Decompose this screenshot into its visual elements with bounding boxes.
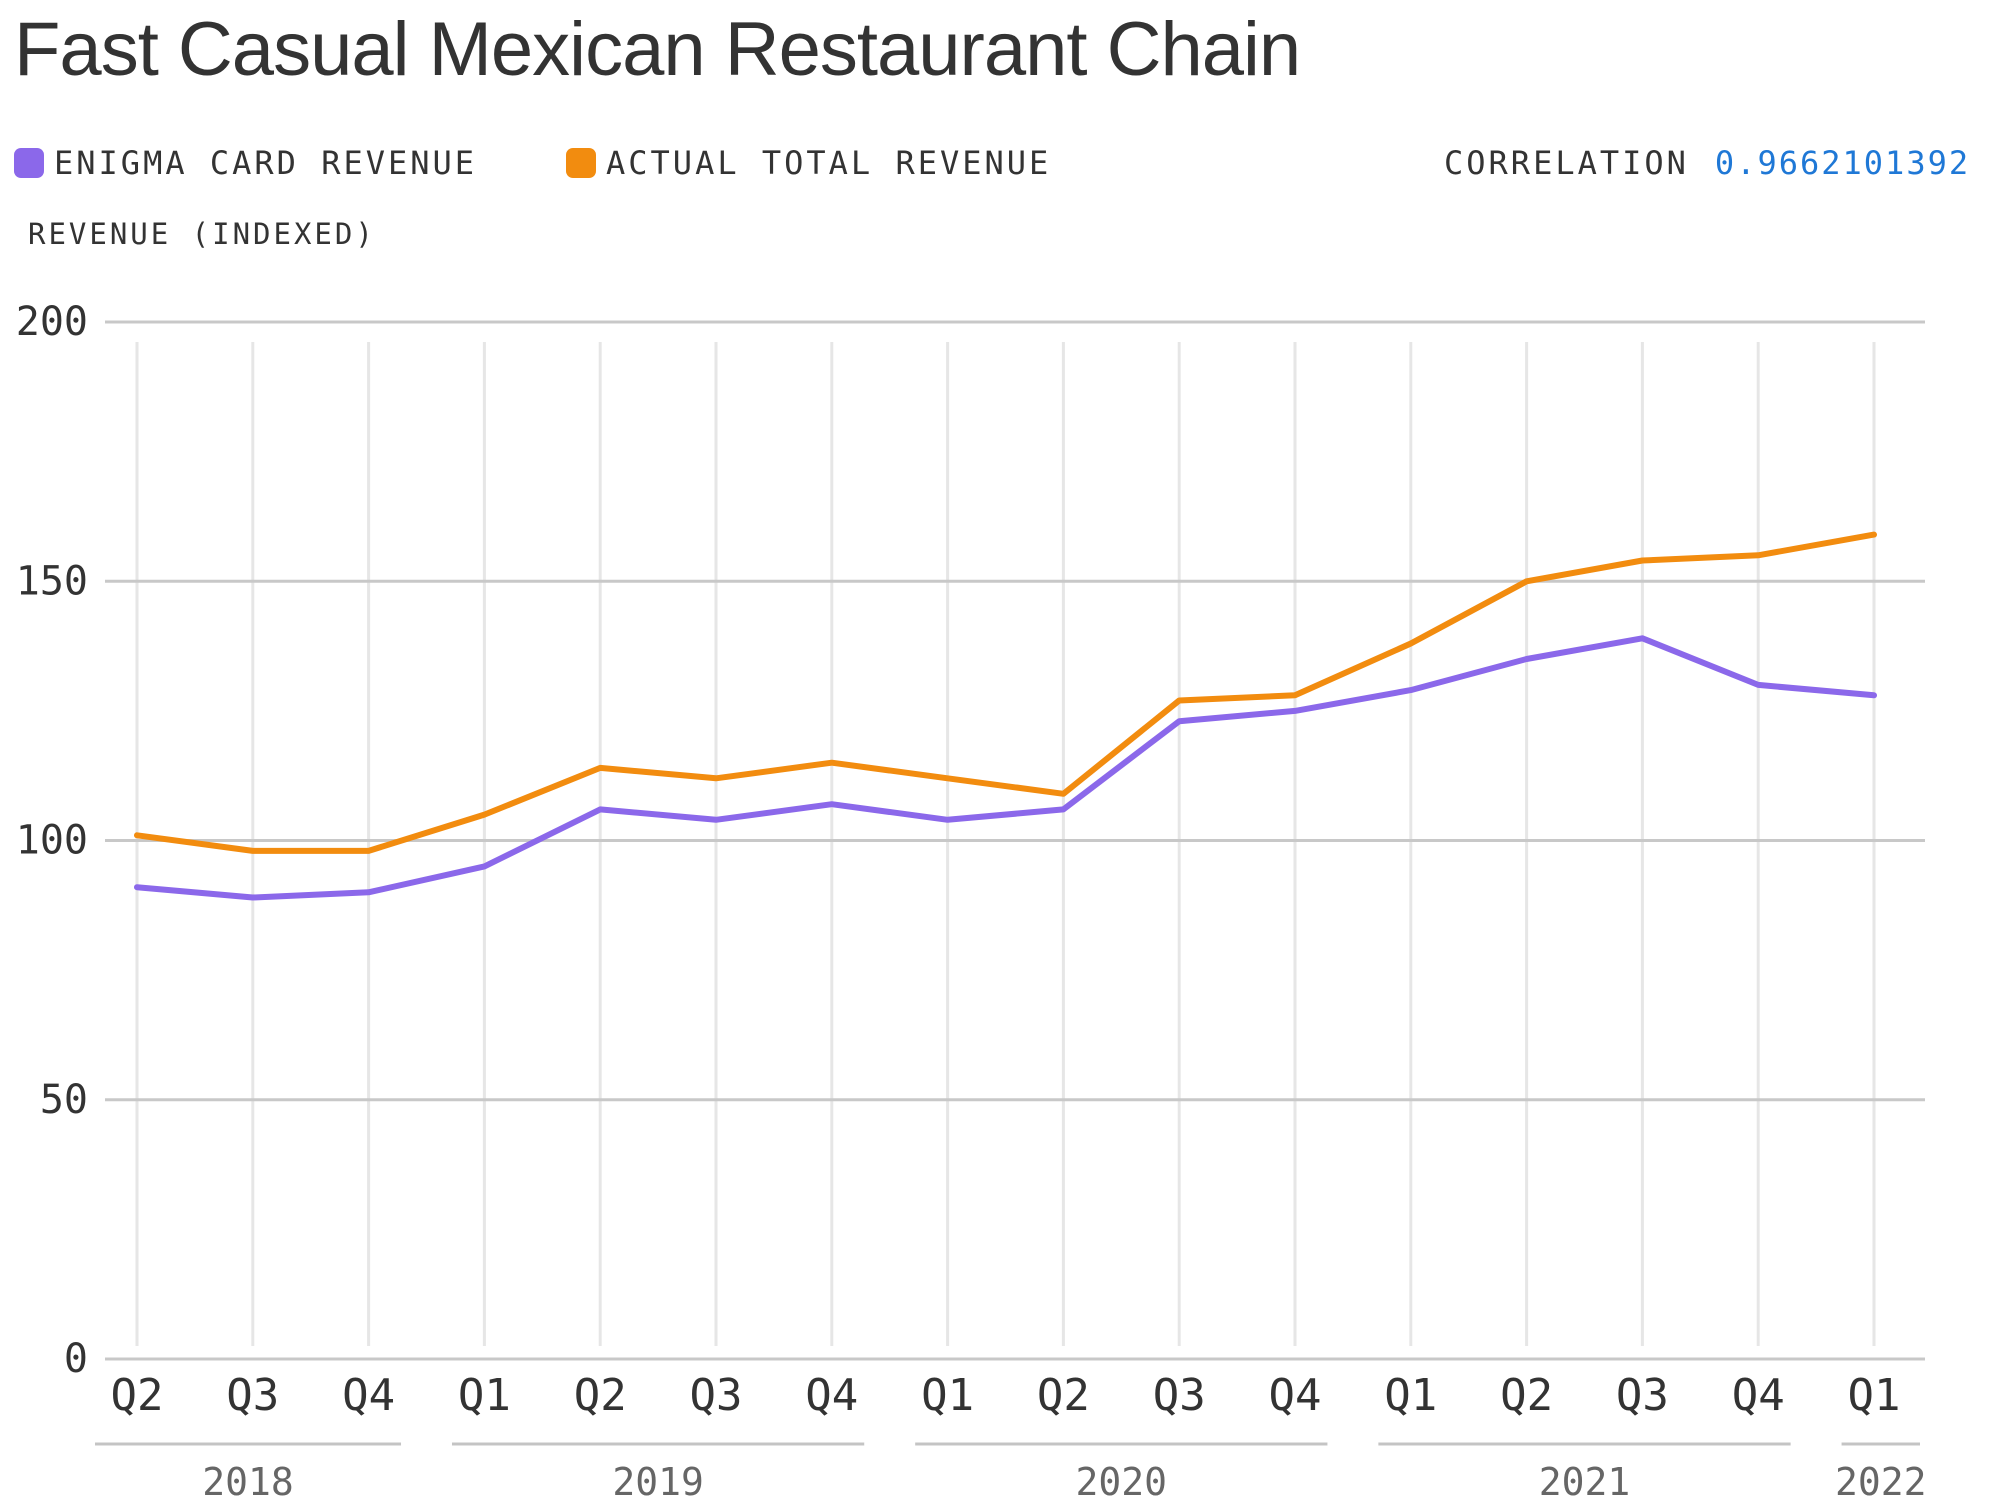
year-label: 2020	[1076, 1460, 1168, 1504]
legend-item-actual: ACTUAL TOTAL REVENUE	[566, 144, 1051, 182]
year-label: 2021	[1539, 1460, 1631, 1504]
x-tick-label: Q3	[1616, 1370, 1669, 1421]
x-tick-label: Q2	[111, 1370, 164, 1421]
legend-swatch-enigma	[14, 148, 44, 178]
x-tick-label: Q1	[458, 1370, 511, 1421]
x-tick-label: Q1	[1848, 1370, 1901, 1421]
y-tick-label: 100	[16, 818, 88, 864]
x-tick-label: Q4	[1732, 1370, 1785, 1421]
x-tick-label: Q1	[921, 1370, 974, 1421]
x-tick-label: Q4	[342, 1370, 395, 1421]
correlation-value: 0.9662101392	[1714, 144, 1971, 182]
chart-title: Fast Casual Mexican Restaurant Chain	[14, 7, 1301, 92]
x-tick-label: Q1	[1384, 1370, 1437, 1421]
x-tick-label: Q3	[226, 1370, 279, 1421]
x-tick-label: Q2	[1037, 1370, 1090, 1421]
x-tick-label: Q2	[1500, 1370, 1553, 1421]
x-tick-label: Q4	[1269, 1370, 1322, 1421]
correlation-readout: CORRELATION 0.9662101392	[1444, 144, 1970, 182]
x-tick-label: Q3	[690, 1370, 743, 1421]
year-label: 2018	[202, 1460, 294, 1504]
year-label: 2019	[612, 1460, 704, 1504]
legend-item-enigma: ENIGMA CARD REVENUE	[14, 144, 477, 182]
year-label: 2022	[1835, 1460, 1927, 1504]
y-tick-label: 200	[16, 299, 88, 345]
x-tick-label: Q3	[1153, 1370, 1206, 1421]
y-tick-label: 0	[64, 1336, 88, 1382]
series-line-enigma-card-revenue	[134, 635, 1877, 901]
correlation-label: CORRELATION	[1444, 144, 1689, 182]
x-tick-label: Q4	[805, 1370, 858, 1421]
x-tick-label: Q2	[574, 1370, 627, 1421]
legend-label-enigma: ENIGMA CARD REVENUE	[54, 144, 478, 182]
legend-swatch-actual	[566, 148, 596, 178]
y-axis-label: REVENUE (INDEXED)	[28, 217, 376, 251]
y-tick-label: 50	[40, 1077, 88, 1123]
legend-label-actual: ACTUAL TOTAL REVENUE	[606, 144, 1052, 182]
y-tick-label: 150	[16, 558, 88, 604]
series-line-actual-total-revenue	[134, 531, 1877, 854]
